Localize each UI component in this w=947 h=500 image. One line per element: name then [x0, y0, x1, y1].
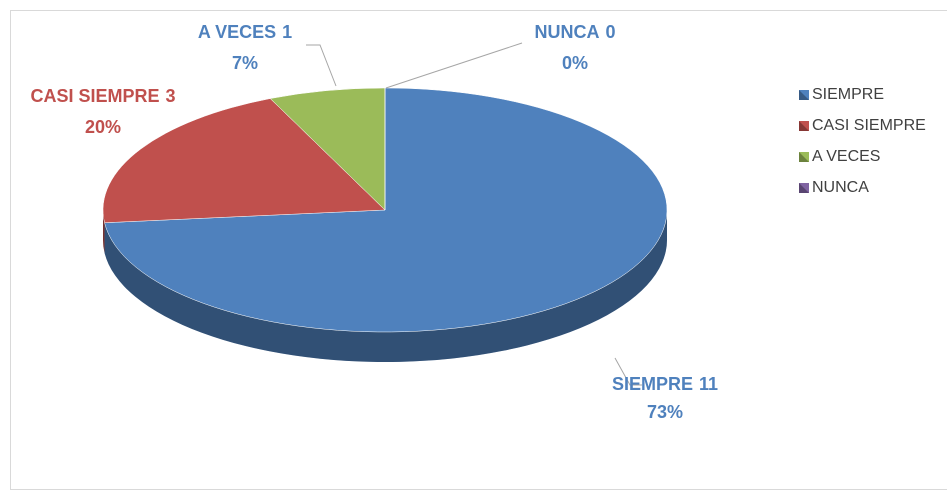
pie-tops [102, 87, 668, 333]
data-labels: SIEMPRE 11 73% CASI SIEMPRE 3 20% A VECES 1 7% NU… [30, 22, 718, 422]
data-label: NUNCA 0 [534, 22, 615, 42]
legend-swatch [799, 183, 809, 193]
label-value: 3 [166, 86, 176, 106]
pie-slice [104, 87, 668, 333]
legend-swatch [799, 121, 809, 131]
data-label: CASI SIEMPRE 3 [30, 86, 175, 106]
label-category: CASI SIEMPRE [30, 86, 159, 106]
legend-swatch-shade [799, 183, 809, 193]
legend: SIEMPRE CASI SIEMPRE A VECES NUNCA [799, 86, 926, 196]
label-percent: 0% [562, 53, 588, 73]
leader-line [385, 42, 523, 89]
legend-label: CASI SIEMPRE [812, 117, 926, 134]
side-shade [104, 210, 668, 362]
pie-slice [269, 87, 386, 211]
pie-side [103, 210, 105, 253]
label-category: NUNCA [534, 22, 599, 42]
label-value: 1 [282, 22, 292, 42]
label-percent: 20% [85, 117, 121, 137]
label-category: A VECES [198, 22, 276, 42]
label-value: 0 [605, 22, 615, 42]
label-category: SIEMPRE [612, 374, 693, 394]
pie-side [104, 210, 668, 362]
legend-swatch-shade [799, 90, 809, 100]
leader-line [614, 357, 642, 386]
legend-swatch-shade [799, 121, 809, 131]
pie-slice [102, 98, 386, 224]
leader-line [306, 44, 337, 87]
legend-label: SIEMPRE [812, 86, 884, 103]
leader-lines [306, 42, 642, 386]
legend-swatch [799, 90, 809, 100]
legend-label: NUNCA [812, 179, 869, 196]
label-percent: 73% [647, 402, 683, 422]
legend-swatch-shade [799, 152, 809, 162]
data-label: SIEMPRE 11 [612, 374, 718, 394]
legend-label: A VECES [812, 148, 880, 165]
data-label: A VECES 1 [198, 22, 292, 42]
pie-sides [103, 210, 668, 362]
side-shade [103, 210, 105, 253]
label-percent: 7% [232, 53, 258, 73]
label-value: 11 [699, 374, 718, 394]
legend-swatch [799, 152, 809, 162]
